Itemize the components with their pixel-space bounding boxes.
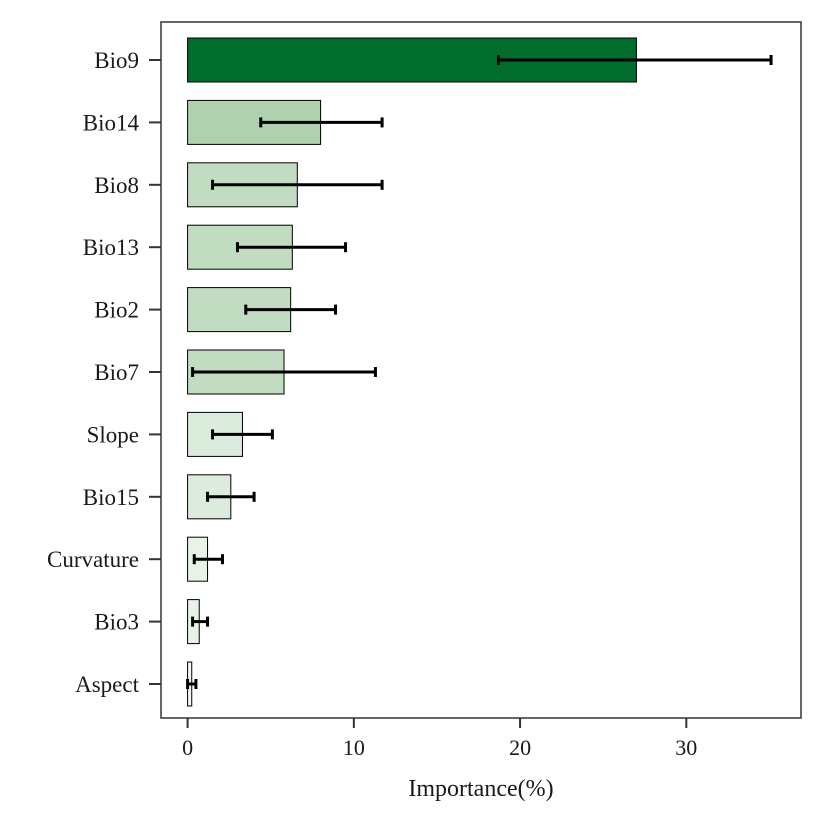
- x-axis: 0 10 20 30: [182, 718, 697, 760]
- category-label-bio14: Bio14: [83, 110, 140, 135]
- x-tick-label-0: 0: [182, 735, 193, 760]
- category-label-aspect: Aspect: [75, 672, 139, 697]
- x-axis-title: Importance(%): [408, 776, 553, 802]
- category-label-bio15: Bio15: [83, 485, 139, 510]
- category-label-bio13: Bio13: [83, 235, 139, 260]
- category-label-bio7: Bio7: [94, 360, 139, 385]
- x-tick-label-10: 10: [343, 735, 365, 760]
- category-label-bio8: Bio8: [94, 173, 139, 198]
- category-label-bio9: Bio9: [94, 48, 139, 73]
- category-label-slope: Slope: [87, 422, 139, 447]
- y-axis: Bio9 Bio14 Bio8 Bio13 Bio2 Bio7 Slope Bio15 Curv…: [47, 48, 161, 697]
- category-label-bio3: Bio3: [94, 610, 139, 635]
- category-label-bio2: Bio2: [94, 298, 139, 323]
- plot-frame: [160, 21, 802, 719]
- error-bars-group: [186, 55, 773, 689]
- x-tick-label-20: 20: [509, 735, 531, 760]
- category-label-curvature: Curvature: [47, 547, 139, 572]
- x-tick-label-30: 30: [675, 735, 697, 760]
